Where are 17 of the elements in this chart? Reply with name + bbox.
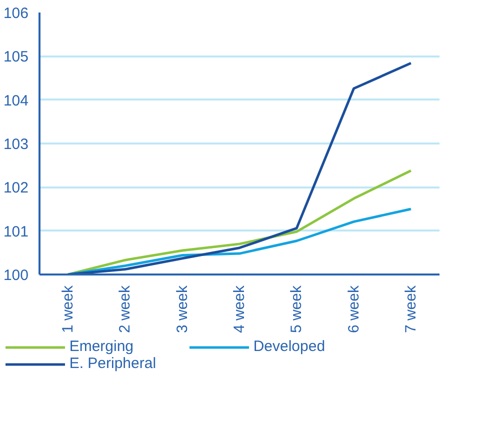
- x-tick-label: 4 week: [231, 285, 248, 334]
- y-tick-label: 104: [3, 92, 29, 110]
- y-tick-label: 101: [3, 223, 29, 240]
- x-tick-label: 3 week: [174, 285, 191, 334]
- x-tick-label: 2 week: [116, 285, 134, 334]
- y-tick-label: 106: [3, 5, 29, 22]
- x-tick-label: 7 week: [402, 285, 420, 334]
- x-tick-label: 1 week: [60, 285, 77, 334]
- y-tick-label: 100: [3, 267, 29, 284]
- x-tick-label: 6 week: [345, 285, 362, 334]
- legend-label: Developed: [253, 338, 326, 355]
- x-tick-label: 5 week: [288, 285, 306, 334]
- y-tick-label: 105: [3, 48, 29, 66]
- legend-label: Emerging: [69, 338, 135, 355]
- y-tick-label: 103: [3, 136, 29, 153]
- legend-label: E. Peripheral: [69, 355, 158, 372]
- y-tick-label: 102: [3, 180, 29, 197]
